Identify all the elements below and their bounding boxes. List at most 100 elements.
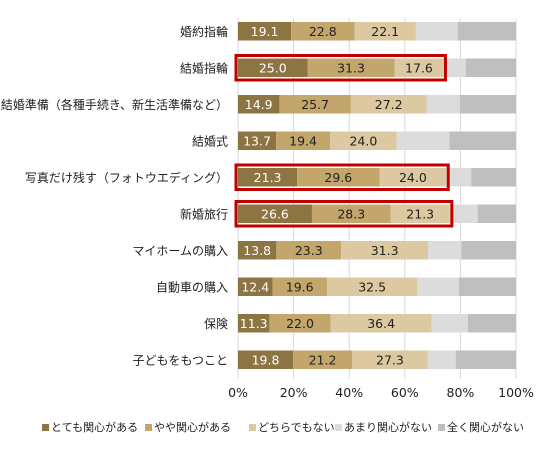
data-label: 19.4 <box>289 133 317 148</box>
x-axis-tick-labels: 0% 20% 40% 60% 80% 100% <box>228 385 534 400</box>
category-label: マイホームの購入 <box>132 244 228 258</box>
data-label: 25.0 <box>259 60 287 75</box>
category-label: 自動車の購入 <box>156 280 228 294</box>
bar-segment <box>461 241 516 260</box>
data-label: 21.3 <box>406 206 434 221</box>
category-label: 結婚準備（各種手続き、新生活準備など） <box>1 97 228 112</box>
data-label: 14.9 <box>245 97 273 112</box>
bar-segment <box>431 314 468 333</box>
x-tick-label: 80% <box>447 385 475 400</box>
bar-segment <box>467 314 516 333</box>
legend: とても関心がある やや関心がある どちらでもない あまり関心がない 全く関心がない <box>42 420 524 434</box>
data-label: 21.3 <box>254 170 282 185</box>
data-label: 19.1 <box>251 24 279 39</box>
data-label: 26.6 <box>261 206 289 221</box>
bar-segment <box>238 241 277 260</box>
category-label: 婚約指輪 <box>180 24 228 39</box>
bar-segment <box>276 131 331 150</box>
bar-segment <box>238 277 273 296</box>
x-tick-label: 60% <box>391 385 419 400</box>
bar-segment <box>238 168 298 187</box>
bar-segment <box>276 241 342 260</box>
category-label: 写真だけ残す（フォトウエディング） <box>25 170 228 185</box>
bar-segment <box>238 22 292 41</box>
bar-segment <box>350 95 427 114</box>
data-label: 29.6 <box>324 170 352 185</box>
bar-segment <box>351 350 428 369</box>
bar-segment <box>394 58 444 77</box>
legend-label: とても関心がある <box>51 420 138 434</box>
legend-label: あまり関心がない <box>344 420 432 434</box>
bar-segment <box>455 350 516 369</box>
data-label: 11.3 <box>240 316 268 331</box>
bar-segment <box>330 131 397 150</box>
legend-label: 全く関心がない <box>447 420 524 434</box>
bar-segment <box>330 314 432 333</box>
bar-segment <box>291 22 355 41</box>
bar-segment <box>390 204 450 223</box>
data-label: 24.0 <box>349 133 377 148</box>
data-label: 21.2 <box>309 352 337 367</box>
data-label: 23.3 <box>295 243 323 258</box>
bar-segment <box>379 168 447 187</box>
bar-segment <box>471 168 516 187</box>
data-label: 36.4 <box>367 316 395 331</box>
highlight-box <box>234 163 450 191</box>
bar-segment <box>449 131 516 150</box>
bar-segment <box>293 350 352 369</box>
data-label: 27.2 <box>375 97 403 112</box>
bar-segment <box>238 95 280 114</box>
bar-segment <box>446 168 472 187</box>
bar-segment <box>297 168 380 187</box>
bar-segment <box>354 22 416 41</box>
bar-segment <box>415 22 458 41</box>
legend-swatch <box>145 424 152 431</box>
bar-segment <box>341 241 429 260</box>
data-label: 12.4 <box>241 279 269 294</box>
bar-segment <box>459 95 516 114</box>
category-label: 子どもをもつこと <box>132 353 228 367</box>
data-label: 25.7 <box>301 97 329 112</box>
data-label: 27.3 <box>376 352 404 367</box>
legend-swatch <box>438 424 445 431</box>
bar-segment <box>417 277 460 296</box>
bar-segment <box>457 22 516 41</box>
bar-segment <box>238 314 270 333</box>
data-label: 24.0 <box>399 170 427 185</box>
bar-segment <box>427 350 456 369</box>
bar-segment <box>272 277 327 296</box>
bar-segments <box>238 22 516 369</box>
bar-segment <box>311 204 391 223</box>
data-label: 22.8 <box>309 24 337 39</box>
legend-swatch <box>335 424 342 431</box>
bar-segment <box>477 204 516 223</box>
bar-segment <box>396 131 450 150</box>
legend-swatch <box>249 424 256 431</box>
data-label: 31.3 <box>337 60 365 75</box>
data-label: 19.8 <box>252 352 280 367</box>
data-label: 13.8 <box>243 243 271 258</box>
bar-segment <box>279 95 351 114</box>
data-label: 22.0 <box>286 316 314 331</box>
bar-segment <box>426 95 460 114</box>
x-tick-label: 100% <box>498 385 534 400</box>
legend-label: やや関心がある <box>154 420 231 434</box>
bar-segment <box>238 58 308 77</box>
category-label: 結婚式 <box>192 134 228 148</box>
data-label: 31.3 <box>371 243 399 258</box>
bar-segment <box>238 350 294 369</box>
legend-label: どちらでもない <box>258 421 335 434</box>
data-label: 19.6 <box>286 279 314 294</box>
bar-segment <box>449 204 478 223</box>
data-label: 17.6 <box>405 60 433 75</box>
bar-segment <box>269 314 331 333</box>
legend-swatch <box>42 424 49 431</box>
data-label: 13.7 <box>243 133 271 148</box>
x-tick-label: 40% <box>335 385 363 400</box>
bar-segment <box>428 241 462 260</box>
data-labels: 19.1 22.8 22.1 25.0 31.3 17.6 14.9 25.7 27.2 13.7… <box>240 24 434 368</box>
x-tick-label: 0% <box>228 385 248 400</box>
bar-segment <box>238 131 277 150</box>
